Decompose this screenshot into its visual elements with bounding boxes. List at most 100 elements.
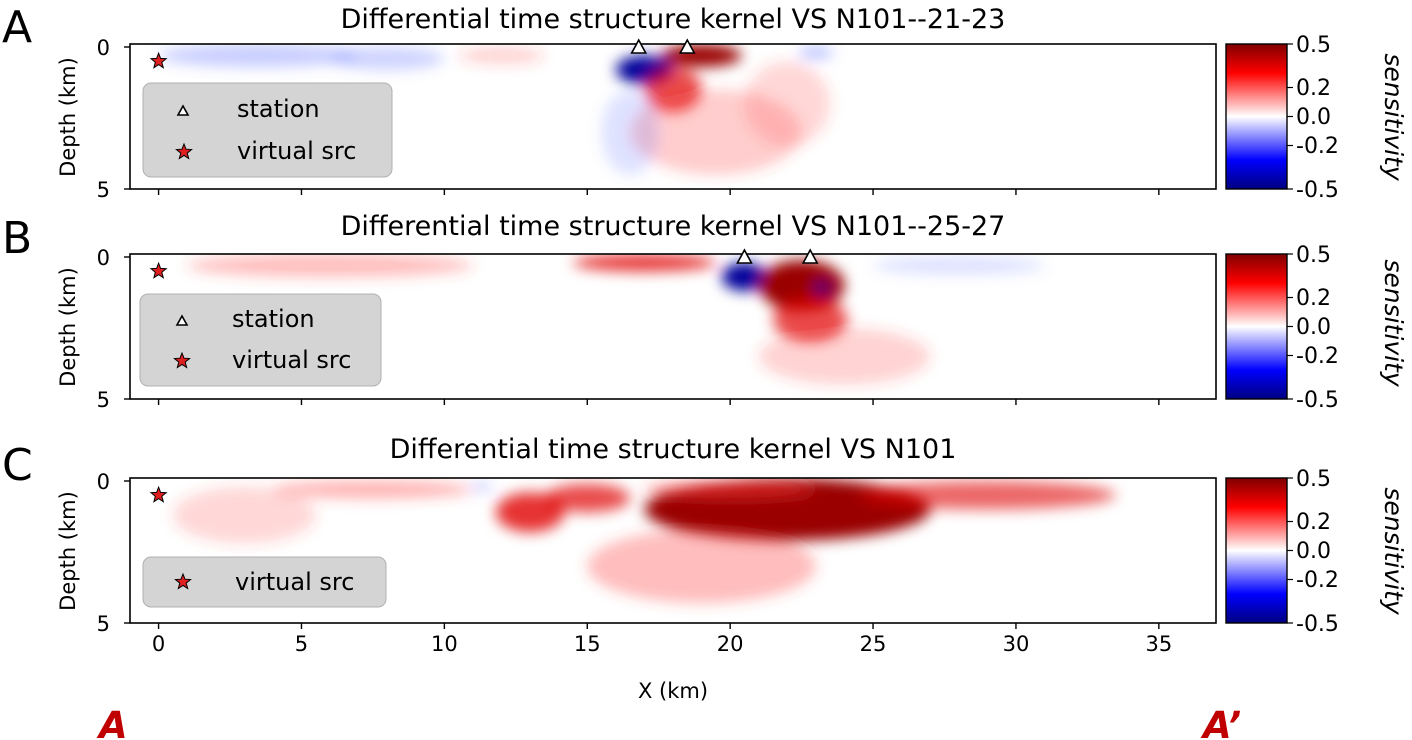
heatmap-anomaly (172, 486, 316, 544)
star-icon (175, 142, 193, 160)
y-axis-label: Depth (km) (56, 57, 80, 177)
heatmap-anomaly (661, 44, 742, 67)
legend-label-virtual-src: virtual src (235, 568, 354, 596)
heatmap-anomaly (330, 47, 445, 70)
y-tick-0: 0 (97, 36, 130, 60)
legend-label-virtual-src: virtual src (232, 346, 351, 374)
station-triangle-icon (175, 314, 189, 326)
heatmap-anomaly (587, 529, 816, 604)
station-marker (630, 38, 648, 54)
colorbar-label: sensitivity (1379, 53, 1408, 182)
heatmap-anomaly (601, 89, 659, 175)
virtual-source-marker (149, 485, 168, 503)
y-tick-5: 5 (97, 612, 130, 636)
heatmap-anomalies (172, 478, 1116, 604)
x-tick-label: 20 (717, 632, 744, 656)
markers (149, 38, 696, 69)
y-tick-5: 5 (97, 388, 130, 412)
heatmap-anomaly (873, 257, 1045, 275)
colorbar-tick-label: 0.5 (1296, 33, 1331, 58)
colorbar-tick-label: 0.2 (1296, 76, 1331, 101)
heatmap-anomaly (572, 254, 716, 272)
colorbar-tick-label: -0.5 (1296, 178, 1339, 203)
virtual-source-marker (149, 261, 168, 279)
y-tick-0: 0 (97, 246, 130, 270)
colorbar-ticks (1287, 477, 1293, 624)
heatmap-anomaly (272, 481, 473, 499)
y-tick-label: 5 (97, 178, 110, 202)
legend-box (142, 556, 387, 608)
y-tick-label: 5 (97, 612, 110, 636)
y-tick-label: 0 (97, 246, 110, 270)
legend: station virtual src (139, 293, 382, 387)
panel-b: B Differential time structure kernel VS … (2, 211, 1408, 413)
colorbar: 0.5 0.2 0.0 -0.2 -0.5 sensitivity (1225, 33, 1408, 203)
plot-frame (129, 477, 1217, 624)
endpoint-label-right: A’ (1200, 704, 1241, 740)
panel-letter: B (2, 213, 32, 264)
heatmap-anomalies (187, 254, 1045, 385)
colorbar-tick-label: 0.2 (1296, 286, 1331, 311)
colorbar-tick-label: -0.5 (1296, 612, 1339, 637)
y-tick-label: 5 (97, 388, 110, 412)
station-marker (801, 248, 819, 264)
colorbar-tick-label: -0.2 (1296, 134, 1339, 159)
panel-c: C Differential time structure kernel VS … (2, 434, 1408, 656)
heatmap-anomaly (187, 254, 473, 277)
star-icon (173, 351, 191, 369)
colorbar: 0.5 0.2 0.0 -0.2 -0.5 sensitivity (1225, 467, 1408, 637)
x-tick-label: 5 (295, 632, 308, 656)
colorbar-tick-label: 0.5 (1296, 243, 1331, 268)
markers (149, 485, 168, 503)
heatmap-anomaly (744, 61, 831, 147)
colorbar-tick-label: -0.2 (1296, 344, 1339, 369)
colorbar-gradient (1225, 477, 1288, 624)
station-marker (678, 38, 696, 54)
colorbar-tick-label: -0.2 (1296, 568, 1339, 593)
x-axis-label: X (km) (638, 679, 708, 703)
colorbar-label: sensitivity (1379, 259, 1408, 388)
virtual-source-marker (149, 51, 168, 69)
panel-title: Differential time structure kernel VS N1… (341, 4, 1006, 35)
y-axis-label: Depth (km) (56, 267, 80, 387)
y-tick-5: 5 (97, 178, 130, 202)
heatmap-anomaly (858, 481, 1116, 510)
panel-letter: C (2, 440, 33, 491)
colorbar-gradient (1225, 253, 1288, 400)
panel-a: A Differential time structure kernel VS … (2, 2, 1408, 203)
heatmap-anomaly (458, 47, 545, 65)
colorbar-ticks (1287, 253, 1293, 400)
y-tick-label: 0 (97, 470, 110, 494)
station-triangle-icon (176, 104, 190, 116)
x-tick-label: 15 (574, 632, 601, 656)
star-icon (174, 572, 192, 590)
colorbar-tick-label: 0.0 (1296, 315, 1331, 340)
heatmap-anomaly (470, 482, 493, 491)
colorbar-tick-label: 0.5 (1296, 467, 1331, 492)
x-ticks (157, 399, 1160, 405)
colorbar-ticks (1287, 43, 1293, 190)
colorbar-tick-label: 0.0 (1296, 105, 1331, 130)
panel-letter: A (2, 2, 32, 53)
endpoint-label-left: A (96, 704, 128, 740)
legend: virtual src (142, 556, 387, 608)
heatmap-anomaly (721, 262, 768, 292)
colorbar-label: sensitivity (1379, 487, 1408, 616)
colorbar-tick-label: 0.2 (1296, 510, 1331, 535)
legend-label-station: station (237, 95, 320, 123)
x-tick-label: 0 (152, 632, 165, 656)
y-axis-label: Depth (km) (56, 491, 80, 611)
x-tick-label: 35 (1145, 632, 1172, 656)
panel-title: Differential time structure kernel VS N1… (341, 211, 1006, 242)
colorbar: 0.5 0.2 0.0 -0.2 -0.5 sensitivity (1225, 243, 1408, 413)
heatmap-anomaly (158, 44, 359, 67)
heatmap-anomaly (544, 483, 631, 513)
colorbar-tick-label: 0.0 (1296, 539, 1331, 564)
plot-frame (129, 253, 1217, 400)
x-tick-label: 25 (860, 632, 887, 656)
legend-box (142, 82, 393, 178)
heatmap-anomaly (758, 328, 931, 385)
x-tick-label: 10 (431, 632, 458, 656)
colorbar-gradient (1225, 43, 1288, 190)
